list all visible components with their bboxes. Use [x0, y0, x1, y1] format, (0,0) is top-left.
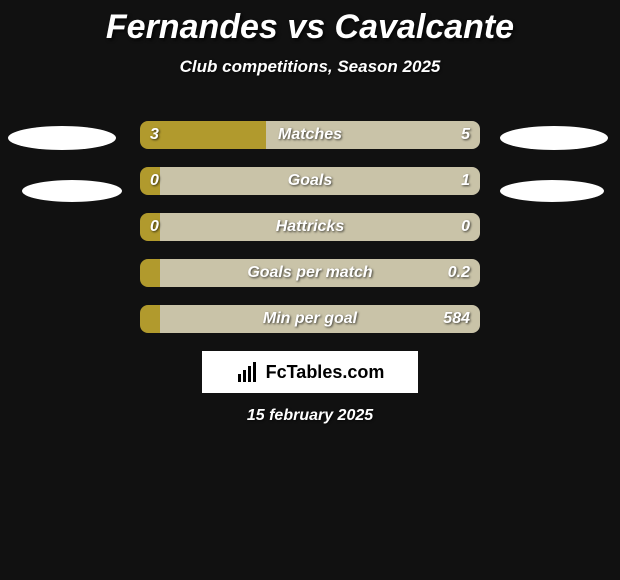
bar-left — [140, 167, 160, 195]
page-title: Fernandes vs Cavalcante — [0, 8, 620, 47]
date-line: 15 february 2025 — [0, 407, 620, 425]
comparison-rows: Matches35 Goals01 Hattricks00 Goals per mat… — [0, 121, 620, 333]
bar-left — [140, 305, 160, 333]
bar-right — [160, 305, 480, 333]
comparison-row: Hattricks00 — [0, 213, 620, 241]
comparison-row: Matches35 — [0, 121, 620, 149]
bar-track — [140, 167, 480, 195]
comparison-row: Goals per match0.2 — [0, 259, 620, 287]
bar-left — [140, 121, 266, 149]
bar-right — [266, 121, 480, 149]
bar-right — [160, 167, 480, 195]
brand-badge: FcTables.com — [202, 351, 418, 393]
comparison-row: Min per goal584 — [0, 305, 620, 333]
bar-track — [140, 305, 480, 333]
bar-track — [140, 259, 480, 287]
page-subtitle: Club competitions, Season 2025 — [0, 57, 620, 77]
bar-track — [140, 213, 480, 241]
bar-left — [140, 213, 160, 241]
chart-bars-icon — [236, 360, 260, 384]
bar-right — [160, 213, 480, 241]
brand-text: FcTables.com — [266, 362, 385, 383]
bar-right — [160, 259, 480, 287]
bar-left — [140, 259, 160, 287]
comparison-row: Goals01 — [0, 167, 620, 195]
bar-track — [140, 121, 480, 149]
